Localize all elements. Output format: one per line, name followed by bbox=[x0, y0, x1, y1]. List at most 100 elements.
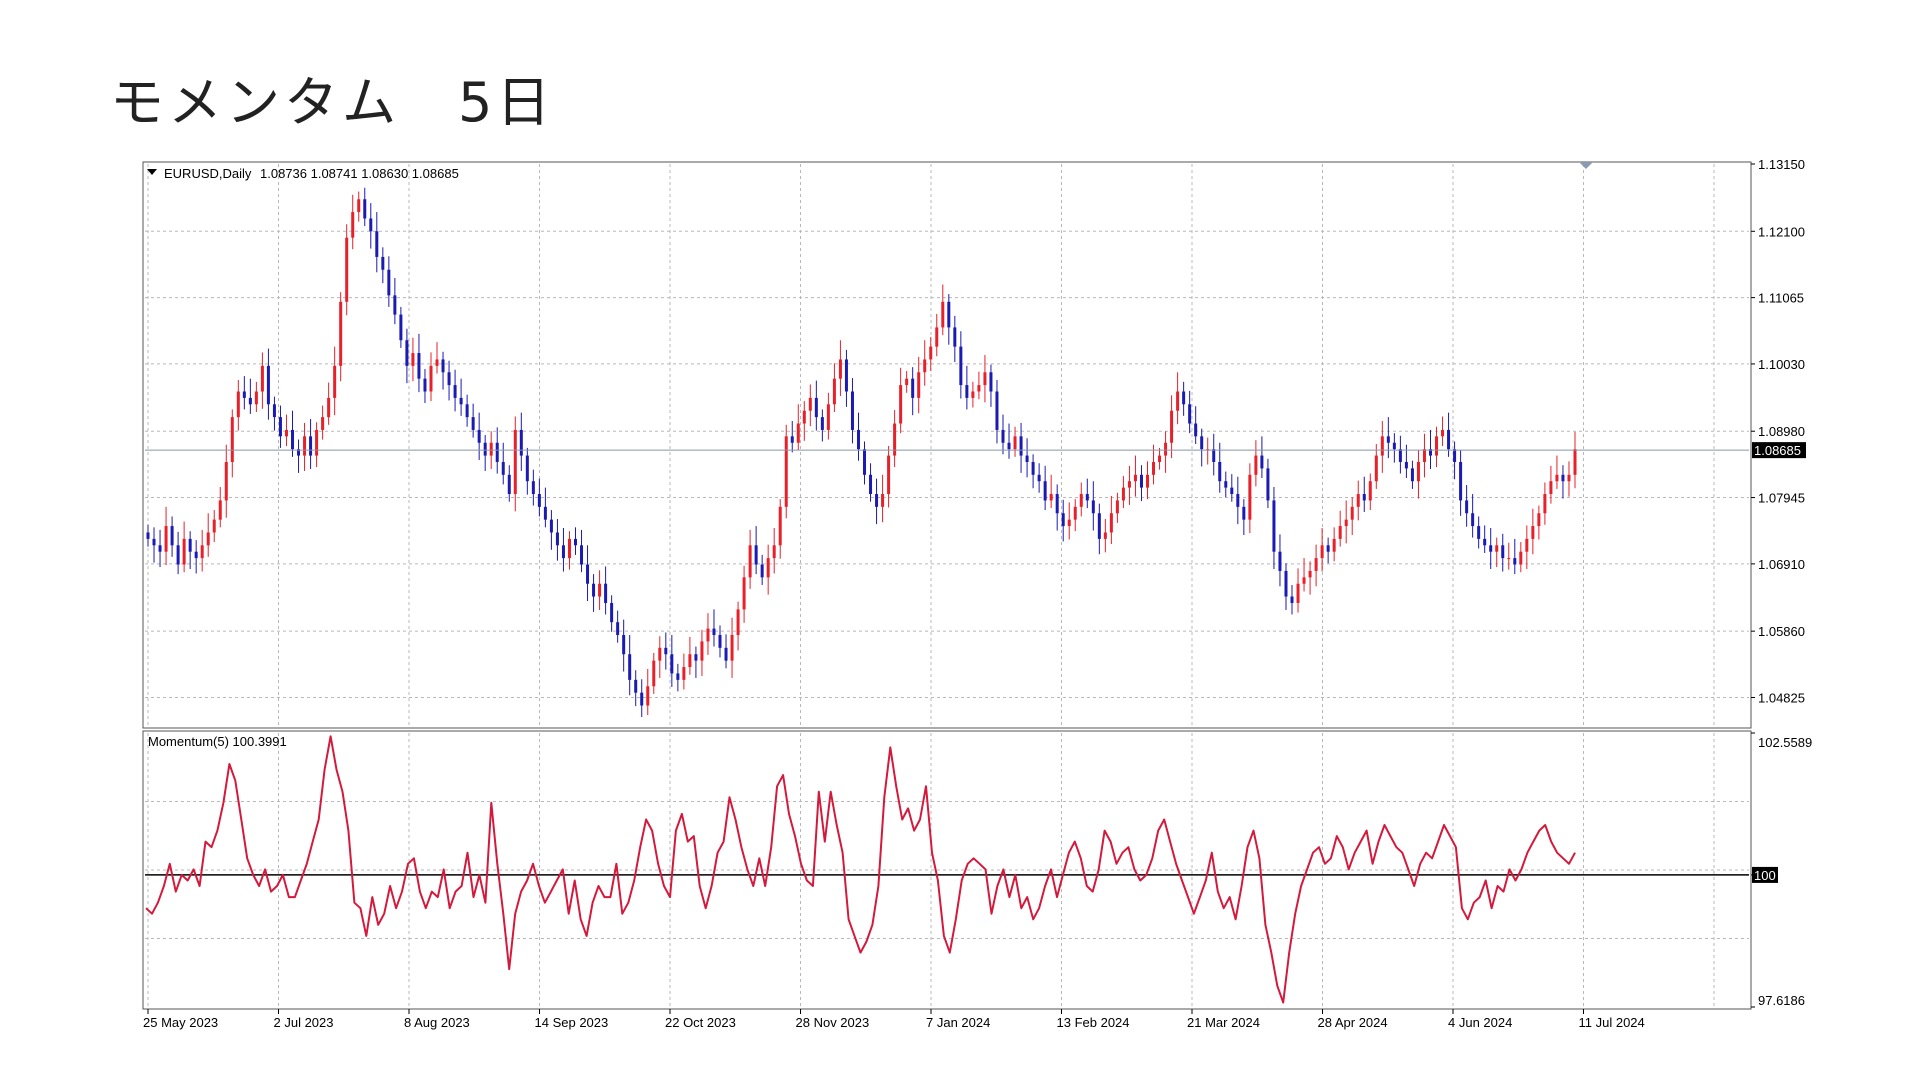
candle-body bbox=[676, 673, 680, 680]
indicator-grid bbox=[145, 733, 1749, 1007]
x-axis: 25 May 2023 2 Jul 2023 8 Aug 2023 14 Sep 20… bbox=[143, 1009, 1645, 1030]
candle-body bbox=[730, 635, 734, 661]
candle-body bbox=[182, 538, 186, 565]
candle-body bbox=[1019, 436, 1023, 456]
candle-body bbox=[411, 353, 415, 366]
candle-body bbox=[832, 378, 836, 405]
candle-body bbox=[1398, 449, 1402, 462]
candle-body bbox=[1567, 474, 1571, 482]
candle-body bbox=[363, 199, 367, 219]
main-chart-frame bbox=[142, 161, 1752, 729]
candle-body bbox=[580, 545, 584, 565]
candle-body bbox=[345, 237, 349, 302]
candle-body bbox=[351, 212, 355, 238]
candle-body bbox=[1302, 577, 1306, 584]
candle-body bbox=[1392, 442, 1396, 450]
candle-body bbox=[628, 654, 632, 680]
candle-body bbox=[1368, 481, 1372, 501]
candle-body bbox=[1519, 551, 1523, 565]
candle-body bbox=[1543, 494, 1547, 514]
candle-body bbox=[1356, 494, 1360, 507]
candle-body bbox=[1103, 532, 1107, 539]
candle-body bbox=[1049, 494, 1053, 501]
candle-body bbox=[375, 231, 379, 257]
candle-body bbox=[266, 365, 270, 405]
candle-body bbox=[1410, 468, 1414, 482]
candle-body bbox=[766, 558, 770, 578]
candle-body bbox=[1465, 500, 1469, 514]
x-tick-label: 14 Sep 2023 bbox=[535, 1015, 609, 1030]
candle-body bbox=[573, 538, 577, 546]
candle-body bbox=[200, 545, 204, 559]
candle-body bbox=[194, 551, 198, 559]
candle-body bbox=[929, 346, 933, 360]
candle-body bbox=[784, 436, 788, 507]
candle-body bbox=[501, 461, 505, 475]
candle-body bbox=[465, 404, 469, 418]
candle-body bbox=[790, 436, 794, 443]
candle-body bbox=[1266, 468, 1270, 501]
candle-body bbox=[399, 314, 403, 341]
candle-body bbox=[429, 365, 433, 392]
x-tick-label: 11 Jul 2024 bbox=[1579, 1015, 1645, 1030]
y-tick-label: 1.05860 bbox=[1758, 624, 1805, 639]
candle-body bbox=[694, 654, 698, 661]
candles bbox=[145, 187, 1749, 718]
candle-body bbox=[1537, 513, 1541, 527]
x-tick-label: 25 May 2023 bbox=[143, 1015, 218, 1030]
candle-body bbox=[1212, 449, 1216, 462]
candle-body bbox=[1362, 494, 1366, 501]
candle-body bbox=[863, 449, 867, 475]
candle-body bbox=[405, 340, 409, 366]
candle-body bbox=[260, 365, 264, 392]
y-tick-label: 1.06910 bbox=[1758, 557, 1805, 572]
candle-body bbox=[754, 545, 758, 565]
momentum-line bbox=[145, 735, 1576, 1004]
candle-body bbox=[507, 474, 511, 495]
candle-body bbox=[1483, 538, 1487, 546]
candle-body bbox=[1194, 423, 1198, 437]
candle-body bbox=[1441, 429, 1445, 437]
main-y-axis: 1.13150 1.12100 1.11065 1.10030 1.08980 1.079… bbox=[1751, 157, 1805, 705]
chart-shift-marker-icon[interactable] bbox=[1579, 162, 1593, 169]
candle-body bbox=[471, 417, 475, 430]
x-tick-label: 28 Nov 2023 bbox=[796, 1015, 870, 1030]
candle-body bbox=[850, 391, 854, 430]
candle-body bbox=[309, 436, 313, 456]
candle-body bbox=[712, 628, 716, 636]
collapse-triangle-icon[interactable] bbox=[147, 169, 157, 175]
candle-body bbox=[941, 301, 945, 328]
candle-body bbox=[1260, 455, 1264, 469]
candle-body bbox=[622, 635, 626, 655]
candle-body bbox=[658, 647, 662, 661]
candle-body bbox=[1188, 404, 1192, 424]
candle-body bbox=[610, 602, 614, 623]
candle-body bbox=[555, 532, 559, 546]
candle-body bbox=[242, 391, 246, 398]
candle-body bbox=[989, 372, 993, 392]
candle-body bbox=[459, 397, 463, 405]
candle-body bbox=[513, 429, 517, 495]
candle-body bbox=[844, 359, 848, 392]
candle-body bbox=[971, 391, 975, 398]
candle-body bbox=[736, 609, 740, 636]
candle-body bbox=[369, 218, 373, 232]
candle-body bbox=[333, 365, 337, 398]
y-tick-label: 1.08980 bbox=[1758, 424, 1805, 439]
candle-body bbox=[423, 378, 427, 392]
x-tick-label: 7 Jan 2024 bbox=[926, 1015, 990, 1030]
candle-body bbox=[291, 429, 295, 450]
candle-body bbox=[1176, 391, 1180, 411]
candle-body bbox=[995, 391, 999, 430]
candle-body bbox=[983, 372, 987, 386]
y-tick-label: 1.07945 bbox=[1758, 491, 1805, 506]
candle-body bbox=[893, 423, 897, 456]
candle-body bbox=[1314, 558, 1318, 571]
candle-body bbox=[965, 385, 969, 398]
candle-body bbox=[537, 494, 541, 507]
candle-body bbox=[808, 397, 812, 411]
candle-body bbox=[483, 442, 487, 456]
reference-badge bbox=[1752, 866, 1778, 883]
candle-body bbox=[1555, 474, 1559, 482]
x-tick-label: 21 Mar 2024 bbox=[1187, 1015, 1260, 1030]
